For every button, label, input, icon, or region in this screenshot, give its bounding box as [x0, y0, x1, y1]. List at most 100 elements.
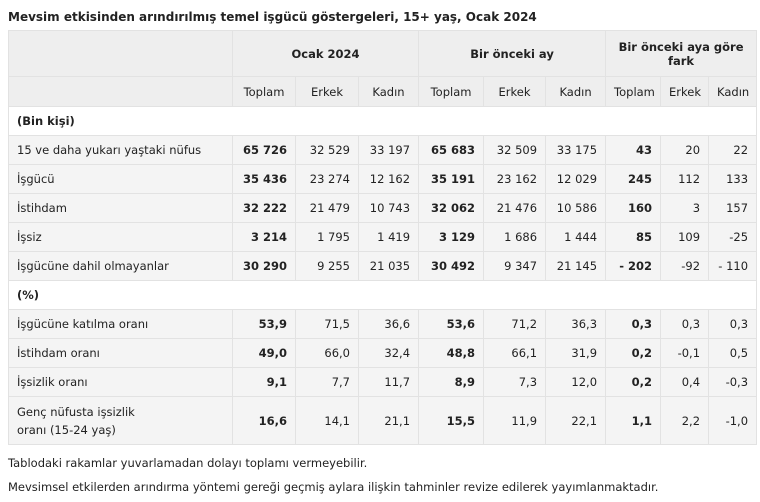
value-cell: 0,2	[605, 338, 662, 368]
value-cell: 32 529	[295, 135, 359, 165]
row-label: İşgücü	[8, 164, 233, 194]
data-row: İşsizlik oranı 9,1 7,7 11,7 8,9 7,3 12,0 0,2 0,4…	[8, 367, 758, 397]
value-cell: 23 274	[295, 164, 359, 194]
value-cell: 3	[660, 193, 710, 223]
row-label-text: İşgücü	[17, 172, 55, 186]
value-cell: 160	[605, 193, 662, 223]
value-cell: 245	[605, 164, 662, 194]
value-cell: 11,9	[483, 396, 547, 445]
value-cell: 12 162	[357, 164, 420, 194]
value-cell: 12 029	[545, 164, 607, 194]
value-cell: 0,3	[708, 309, 758, 339]
row-label-text: İşgücüne katılma oranı	[17, 317, 149, 331]
value-cell: 21 035	[357, 251, 420, 281]
group-header: Ocak 2024	[231, 30, 420, 77]
value-cell: -0,3	[708, 367, 758, 397]
value-cell: 48,8	[418, 338, 485, 368]
value-cell: 66,0	[295, 338, 359, 368]
value-cell: 9 255	[295, 251, 359, 281]
value-cell: 8,9	[418, 367, 485, 397]
value-cell: -1,0	[708, 396, 758, 445]
value-cell: 35 191	[418, 164, 485, 194]
value-cell: 71,5	[295, 309, 359, 339]
value-cell: 35 436	[232, 164, 296, 194]
row-label: İşgücüne katılma oranı	[8, 309, 233, 339]
data-row: İşgücü 35 436 23 274 12 162 35 191 23 162 12 0…	[8, 164, 758, 194]
value-cell: 23 162	[483, 164, 547, 194]
data-row: İstihdam oranı 49,0 66,0 32,4 48,8 66,1 31,9 0,…	[8, 338, 758, 368]
sub-header: Erkek	[483, 76, 547, 107]
value-cell: 65 726	[232, 135, 296, 165]
section-row: (%)	[7, 280, 758, 310]
header-row: Toplam Erkek Kadın Toplam Erkek Kadın Toplam Er…	[8, 76, 758, 107]
value-cell: -0,1	[660, 338, 710, 368]
header-cell	[8, 30, 233, 77]
row-label: Genç nüfusta işsizlik oranı (15-24 yaş)	[8, 396, 233, 445]
row-label-text: İşsiz	[17, 230, 42, 244]
row-label: İstihdam oranı	[8, 338, 233, 368]
data-row: İstihdam 32 222 21 479 10 743 32 062 21 476 10…	[8, 193, 758, 223]
data-row: 15 ve daha yukarı yaştaki nüfus 65 726 32 …	[8, 135, 758, 165]
value-cell: 11,7	[357, 367, 420, 397]
value-cell: 133	[708, 164, 758, 194]
row-label: İşgücüne dahil olmayanlar	[8, 251, 233, 281]
value-cell: 32 062	[418, 193, 485, 223]
value-cell: 2,2	[660, 396, 710, 445]
value-cell: 16,6	[232, 396, 296, 445]
value-cell: 9,1	[232, 367, 296, 397]
value-cell: 21 145	[545, 251, 607, 281]
row-label: İstihdam	[8, 193, 233, 223]
row-label: İşsizlik oranı	[8, 367, 233, 397]
sub-header: Kadın	[708, 76, 758, 107]
value-cell: 32,4	[357, 338, 420, 368]
value-cell: 0,5	[708, 338, 758, 368]
value-cell: 15,5	[418, 396, 485, 445]
value-cell: 0,4	[660, 367, 710, 397]
sub-header: Kadın	[545, 76, 607, 107]
sub-header: Erkek	[295, 76, 359, 107]
value-cell: 1 419	[357, 222, 420, 252]
value-cell: 33 175	[545, 135, 607, 165]
sub-header: Erkek	[660, 76, 710, 107]
value-cell: 1,1	[605, 396, 662, 445]
value-cell: 3 214	[232, 222, 296, 252]
value-cell: 21 476	[483, 193, 547, 223]
value-cell: 22,1	[545, 396, 607, 445]
header-row: Ocak 2024 Bir önceki ay Bir önceki aya gör…	[8, 30, 758, 77]
value-cell: 21,1	[357, 396, 420, 445]
sub-header: Toplam	[418, 76, 485, 107]
row-label: 15 ve daha yukarı yaştaki nüfus	[8, 135, 233, 165]
section-label: (Bin kişi)	[7, 106, 758, 136]
value-cell: 32 222	[232, 193, 296, 223]
row-label-text: 15 ve daha yukarı yaştaki nüfus	[17, 143, 202, 157]
value-cell: 43	[605, 135, 662, 165]
section-label: (%)	[7, 280, 758, 310]
value-cell: 1 444	[545, 222, 607, 252]
value-cell: 109	[660, 222, 710, 252]
value-cell: 31,9	[545, 338, 607, 368]
value-cell: - 110	[708, 251, 758, 281]
value-cell: 0,3	[660, 309, 710, 339]
data-row: İşgücüne dahil olmayanlar 30 290 9 255 21 0…	[8, 251, 758, 281]
value-cell: -25	[708, 222, 758, 252]
value-cell: 22	[708, 135, 758, 165]
value-cell: 53,6	[418, 309, 485, 339]
value-cell: 9 347	[483, 251, 547, 281]
value-cell: 53,9	[232, 309, 296, 339]
value-cell: 3 129	[418, 222, 485, 252]
value-cell: 32 509	[483, 135, 547, 165]
row-label: İşsiz	[8, 222, 233, 252]
data-row: Genç nüfusta işsizlik oranı (15-24 yaş) 1…	[8, 396, 758, 445]
value-cell: 1 686	[483, 222, 547, 252]
value-cell: 112	[660, 164, 710, 194]
value-cell: 33 197	[357, 135, 420, 165]
value-cell: 7,3	[483, 367, 547, 397]
value-cell: - 202	[605, 251, 662, 281]
data-row: İşsiz 3 214 1 795 1 419 3 129 1 686 1 444 85 109…	[8, 222, 758, 252]
sub-header: Toplam	[605, 76, 662, 107]
value-cell: 21 479	[295, 193, 359, 223]
data-row: İşgücüne katılma oranı 53,9 71,5 36,6 53,6 71…	[8, 309, 758, 339]
value-cell: 49,0	[232, 338, 296, 368]
